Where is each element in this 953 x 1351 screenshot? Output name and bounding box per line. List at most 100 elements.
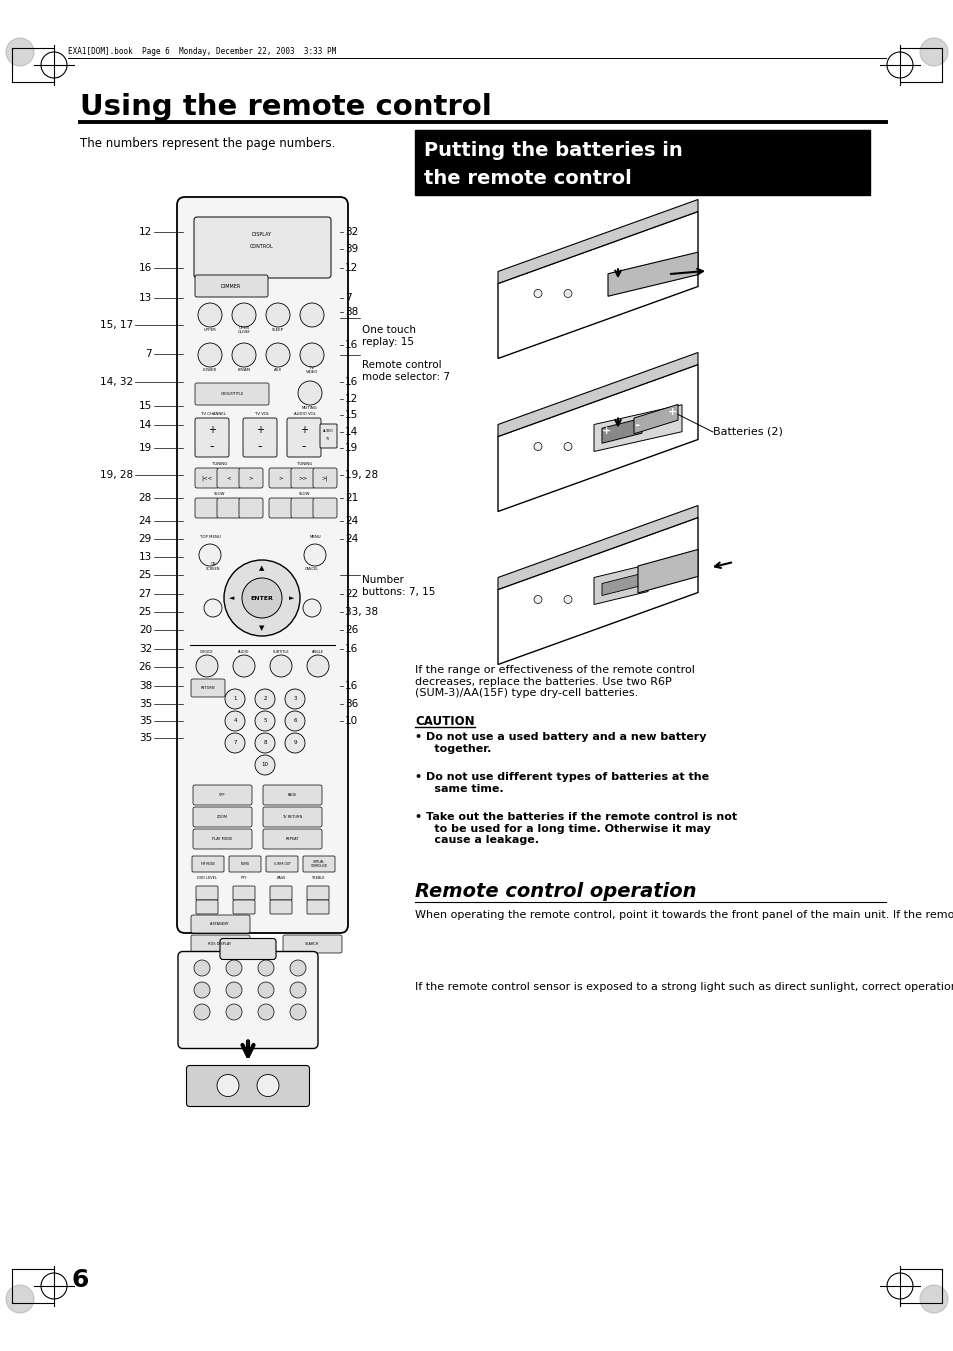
Circle shape <box>919 1285 947 1313</box>
Text: UPPER: UPPER <box>203 328 216 332</box>
Text: 36: 36 <box>345 698 358 709</box>
Text: ►: ► <box>289 594 294 601</box>
Circle shape <box>242 578 282 617</box>
Polygon shape <box>601 419 641 443</box>
FancyBboxPatch shape <box>191 935 250 952</box>
Text: RDS DISPLAY: RDS DISPLAY <box>208 942 232 946</box>
Text: 35: 35 <box>138 734 152 743</box>
Circle shape <box>232 343 255 367</box>
Text: 8: 8 <box>263 740 267 746</box>
Circle shape <box>285 711 305 731</box>
Text: AUDIO: AUDIO <box>238 650 250 654</box>
Text: >: > <box>249 476 253 481</box>
FancyBboxPatch shape <box>319 424 336 449</box>
Circle shape <box>199 544 221 566</box>
Text: >|: >| <box>321 476 328 481</box>
FancyBboxPatch shape <box>194 276 268 297</box>
Text: 7: 7 <box>233 740 236 746</box>
Text: 12: 12 <box>345 394 358 404</box>
Circle shape <box>534 443 541 450</box>
Circle shape <box>226 961 242 975</box>
Text: 35: 35 <box>138 716 152 725</box>
Text: • Take out the batteries if the remote control is not
     to be used for a long: • Take out the batteries if the remote c… <box>415 812 737 846</box>
Text: BASS: BASS <box>276 875 285 880</box>
Text: 16: 16 <box>345 340 358 350</box>
FancyBboxPatch shape <box>194 417 229 457</box>
Circle shape <box>226 1004 242 1020</box>
Text: 28: 28 <box>138 493 152 503</box>
Polygon shape <box>497 353 698 436</box>
Text: 6: 6 <box>293 719 296 724</box>
Text: SLOW: SLOW <box>214 492 226 496</box>
Circle shape <box>257 961 274 975</box>
Text: 24: 24 <box>345 516 358 526</box>
Text: +: + <box>255 426 264 435</box>
Text: DVD LEVEL: DVD LEVEL <box>197 875 216 880</box>
FancyBboxPatch shape <box>266 857 297 871</box>
Text: +: + <box>601 426 611 436</box>
Text: 10: 10 <box>345 716 357 725</box>
FancyBboxPatch shape <box>307 900 329 915</box>
Text: Using the remote control: Using the remote control <box>80 93 492 122</box>
Text: 2: 2 <box>263 697 267 701</box>
Text: FM/AM: FM/AM <box>237 367 251 372</box>
FancyBboxPatch shape <box>313 467 336 488</box>
Circle shape <box>257 982 274 998</box>
Text: 16: 16 <box>345 681 358 690</box>
Circle shape <box>303 598 320 617</box>
Text: 10: 10 <box>261 762 268 767</box>
FancyBboxPatch shape <box>415 130 869 195</box>
Text: the remote control: the remote control <box>423 169 631 188</box>
Text: 29: 29 <box>138 534 152 544</box>
Text: PTY: PTY <box>240 875 247 880</box>
FancyBboxPatch shape <box>307 886 329 900</box>
Polygon shape <box>634 404 678 434</box>
Circle shape <box>233 655 254 677</box>
FancyBboxPatch shape <box>229 857 261 871</box>
Circle shape <box>232 303 255 327</box>
Polygon shape <box>601 573 641 596</box>
Text: 25: 25 <box>138 570 152 580</box>
Text: ON
SCREEN: ON SCREEN <box>206 562 220 571</box>
FancyBboxPatch shape <box>193 830 252 848</box>
FancyBboxPatch shape <box>195 900 218 915</box>
Text: 19: 19 <box>138 443 152 453</box>
FancyBboxPatch shape <box>191 915 250 934</box>
Text: 22: 22 <box>345 589 358 598</box>
Text: TREBLE: TREBLE <box>311 875 324 880</box>
Circle shape <box>257 1004 274 1020</box>
Text: 16: 16 <box>138 263 152 273</box>
Text: LOWER: LOWER <box>203 367 217 372</box>
Circle shape <box>225 689 245 709</box>
Circle shape <box>290 982 306 998</box>
Circle shape <box>266 303 290 327</box>
Text: 15: 15 <box>138 401 152 411</box>
Circle shape <box>304 544 326 566</box>
Text: 7: 7 <box>345 293 352 303</box>
Text: 12: 12 <box>345 263 358 273</box>
Text: DIMMER: DIMMER <box>221 284 241 289</box>
FancyBboxPatch shape <box>233 886 254 900</box>
Text: 6: 6 <box>71 1269 89 1292</box>
Text: RETURN: RETURN <box>200 686 215 690</box>
Text: 24: 24 <box>345 534 358 544</box>
Text: EXA1[DOM].book  Page 6  Monday, December 22, 2003  3:33 PM: EXA1[DOM].book Page 6 Monday, December 2… <box>68 47 335 57</box>
Text: <: < <box>227 476 231 481</box>
Text: >>: >> <box>298 476 307 481</box>
Text: |<<: |<< <box>201 476 213 481</box>
Text: PAGE: PAGE <box>287 793 296 797</box>
FancyBboxPatch shape <box>287 417 320 457</box>
Text: SLEEP: SLEEP <box>272 328 284 332</box>
Polygon shape <box>497 200 698 284</box>
FancyBboxPatch shape <box>233 900 254 915</box>
FancyBboxPatch shape <box>291 467 314 488</box>
Text: FM MODE: FM MODE <box>201 862 214 866</box>
Text: CONTROL: CONTROL <box>250 245 274 250</box>
FancyBboxPatch shape <box>263 830 322 848</box>
Text: 20: 20 <box>139 626 152 635</box>
FancyBboxPatch shape <box>193 218 331 278</box>
FancyBboxPatch shape <box>303 857 335 871</box>
Text: One touch
replay: 15: One touch replay: 15 <box>361 326 416 347</box>
Text: S.WFR OUT: S.WFR OUT <box>274 862 290 866</box>
Text: OPEN
CLOSE: OPEN CLOSE <box>237 326 251 334</box>
